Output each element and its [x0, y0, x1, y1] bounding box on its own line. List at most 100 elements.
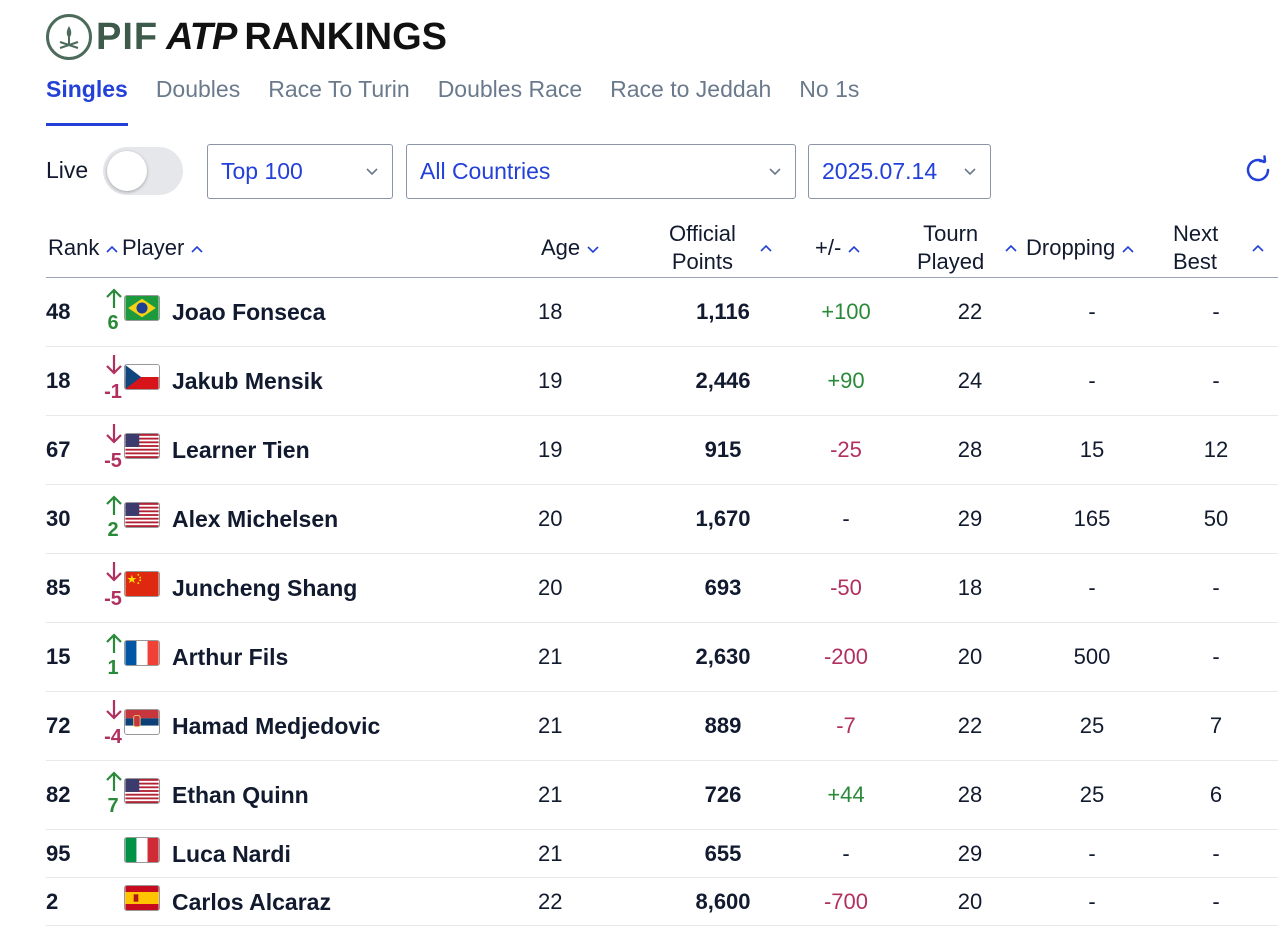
age-value: 19 [538, 437, 563, 462]
table-row[interactable]: 18 -1 Jakub Mensik 19 2,446 +90 24 - - [46, 347, 1278, 416]
sort-up-icon[interactable] [759, 243, 773, 253]
age-value: 22 [538, 889, 563, 914]
rank-move: 1 [107, 657, 119, 679]
arrow-up-icon [106, 771, 122, 791]
spain-flag-icon [124, 885, 160, 911]
table-row[interactable]: 15 1 Arthur Fils 21 2,630 -200 20 500 - [46, 623, 1278, 692]
rank-value: 48 [46, 299, 71, 324]
refresh-icon[interactable] [1242, 154, 1274, 186]
sort-up-icon [106, 246, 119, 253]
date-select-value: 2025.07.14 [822, 158, 938, 184]
diff-value: +44 [827, 782, 865, 807]
date-select[interactable]: 2025.07.14 [808, 144, 991, 199]
col-tourn-header[interactable]: Tourn Played [917, 220, 984, 276]
table-row[interactable]: 95 Luca Nardi 21 655 - 29 - - [46, 830, 1278, 878]
age-value: 21 [538, 841, 563, 866]
table-row[interactable]: 2 Carlos Alcaraz 22 8,600 -700 20 - - [46, 878, 1278, 926]
usa-flag-icon [124, 502, 160, 528]
dropping-value: 25 [1079, 782, 1105, 807]
sort-down-icon [587, 246, 599, 254]
rank-move: -5 [104, 450, 122, 472]
table-row[interactable]: 72 -4 Hamad Medjedovic 21 889 -7 22 25 7 [46, 692, 1278, 761]
sort-up-icon[interactable] [1004, 243, 1018, 253]
dropping-value: 25 [1079, 713, 1105, 738]
points-value: 726 [704, 782, 742, 807]
col-next-header[interactable]: Next Best [1173, 220, 1218, 276]
next-best-value: - [1212, 644, 1220, 669]
china-flag-icon [124, 571, 160, 597]
sort-up-icon [191, 246, 204, 253]
diff-value: -200 [823, 644, 869, 669]
top-select[interactable]: Top 100 [207, 144, 393, 199]
player-name[interactable]: Hamad Medjedovic [172, 713, 381, 739]
diff-value: -50 [830, 575, 862, 600]
tourn-value: 29 [957, 506, 983, 531]
country-select[interactable]: All Countries [406, 144, 796, 199]
tab-race-to-jeddah[interactable]: Race to Jeddah [610, 76, 772, 102]
table-row[interactable]: 67 -5 Learner Tien 19 915 -25 28 15 12 [46, 416, 1278, 485]
player-name[interactable]: Learner Tien [172, 437, 310, 463]
player-name[interactable]: Carlos Alcaraz [172, 889, 331, 915]
col-points-header[interactable]: Official Points [669, 220, 736, 276]
live-toggle-knob [107, 151, 147, 191]
col-rank-label: Rank [48, 235, 100, 260]
col-next-label-1: Next [1173, 221, 1219, 246]
col-dropping-header[interactable]: Dropping [1026, 234, 1135, 262]
points-value: 2,446 [695, 368, 751, 393]
player-name[interactable]: Juncheng Shang [172, 575, 358, 601]
sort-up-icon [848, 246, 860, 253]
sort-up-icon[interactable] [1251, 243, 1265, 253]
player-name[interactable]: Joao Fonseca [172, 299, 326, 325]
tab-no-1s[interactable]: No 1s [799, 76, 860, 102]
tourn-value: 20 [957, 644, 983, 669]
tab-race-to-turin[interactable]: Race To Turin [268, 76, 410, 102]
col-age-header[interactable]: Age [541, 234, 600, 262]
brand-title: RANKINGS [244, 15, 447, 58]
tab-singles[interactable]: Singles [46, 76, 128, 126]
tourn-value: 24 [957, 368, 983, 393]
atp-logo[interactable]: PIF ATP RANKINGS [46, 14, 447, 60]
diff-value: -7 [836, 713, 856, 738]
rank-value: 82 [46, 782, 71, 807]
table-row[interactable]: 85 -5 Juncheng Shang 20 693 -50 18 - - [46, 554, 1278, 623]
player-name[interactable]: Ethan Quinn [172, 782, 309, 808]
rank-value: 30 [46, 506, 71, 531]
dropping-value: - [1088, 841, 1096, 866]
arrow-down-icon [106, 424, 122, 444]
player-name[interactable]: Alex Michelsen [172, 506, 339, 532]
col-rank-header[interactable]: Rank [48, 234, 119, 262]
player-name[interactable]: Luca Nardi [172, 841, 291, 867]
points-value: 655 [704, 841, 742, 866]
tourn-value: 28 [957, 437, 983, 462]
diff-value: -700 [823, 889, 869, 914]
live-toggle[interactable] [103, 147, 183, 195]
col-diff-header[interactable]: +/- [815, 234, 861, 262]
col-player-header[interactable]: Player [122, 234, 204, 262]
dropping-value: 15 [1079, 437, 1105, 462]
rank-move: -5 [104, 588, 122, 610]
table-row[interactable]: 30 2 Alex Michelsen 20 1,670 - 29 165 50 [46, 485, 1278, 554]
rank-value: 95 [46, 841, 71, 866]
dropping-value: 165 [1073, 506, 1111, 531]
table-row[interactable]: 82 7 Ethan Quinn 21 726 +44 28 25 6 [46, 761, 1278, 830]
tab-doubles[interactable]: Doubles [155, 76, 241, 102]
arrow-down-icon [106, 700, 122, 720]
table-row[interactable]: 48 6 Joao Fonseca 18 1,116 +100 22 - - [46, 278, 1278, 347]
rank-move: 6 [107, 312, 119, 334]
col-tourn-label-1: Tourn [923, 221, 979, 246]
player-name[interactable]: Jakub Mensik [172, 368, 323, 394]
rank-value: 18 [46, 368, 71, 393]
tab-doubles-race[interactable]: Doubles Race [437, 76, 583, 102]
live-label: Live [46, 157, 89, 183]
rank-value: 2 [46, 889, 59, 914]
age-value: 20 [538, 575, 563, 600]
next-best-value: 7 [1209, 713, 1223, 738]
player-name[interactable]: Arthur Fils [172, 644, 289, 670]
header-divider [46, 277, 1278, 278]
france-flag-icon [124, 640, 160, 666]
italy-flag-icon [124, 837, 160, 863]
points-value: 693 [704, 575, 742, 600]
age-value: 19 [538, 368, 563, 393]
tourn-value: 28 [957, 782, 983, 807]
serbia-flag-icon [124, 709, 160, 735]
